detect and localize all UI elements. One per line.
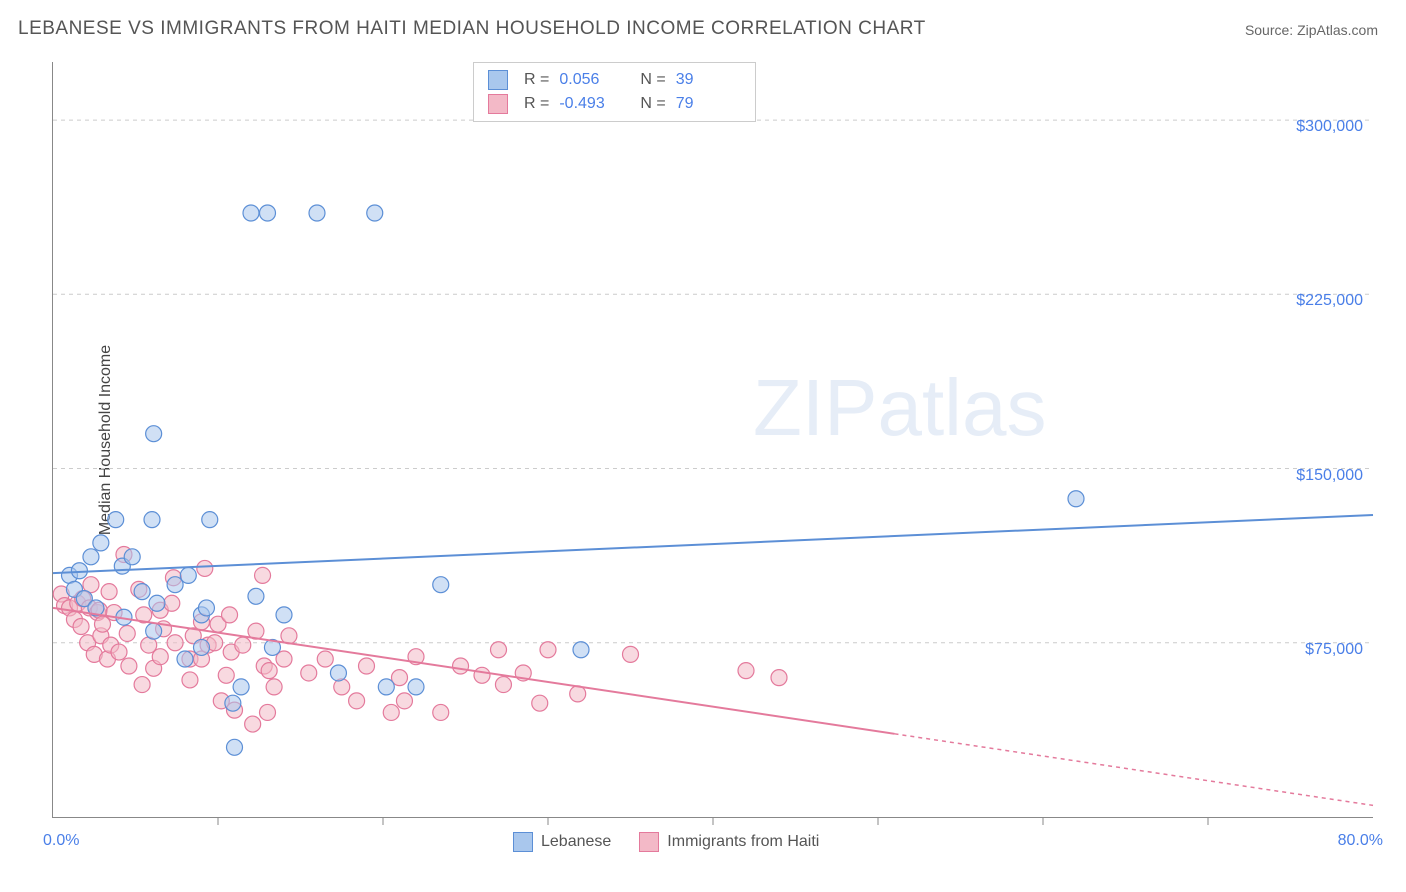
data-point xyxy=(134,584,150,600)
n-label: N = xyxy=(640,95,665,113)
swatch-series2 xyxy=(488,94,508,114)
data-point xyxy=(83,549,99,565)
data-point xyxy=(119,625,135,641)
plot-svg xyxy=(53,62,1373,817)
y-tick-label: $300,000 xyxy=(1263,118,1363,136)
data-point xyxy=(383,704,399,720)
data-point xyxy=(367,205,383,221)
data-point xyxy=(771,670,787,686)
data-point xyxy=(243,205,259,221)
data-point xyxy=(359,658,375,674)
r-value-series2: -0.493 xyxy=(559,95,614,113)
chart-title: LEBANESE VS IMMIGRANTS FROM HAITI MEDIAN… xyxy=(18,18,926,40)
data-point xyxy=(378,679,394,695)
data-point xyxy=(111,644,127,660)
data-point xyxy=(146,623,162,639)
x-axis-max-label: 80.0% xyxy=(1338,832,1383,850)
n-label: N = xyxy=(640,71,665,89)
data-point xyxy=(301,665,317,681)
swatch-series1 xyxy=(488,70,508,90)
trend-line-extrapolated xyxy=(895,734,1374,806)
data-point xyxy=(245,716,261,732)
data-point xyxy=(233,679,249,695)
legend-label-series2: Immigrants from Haiti xyxy=(667,833,819,851)
data-point xyxy=(261,663,277,679)
data-point xyxy=(491,642,507,658)
y-tick-label: $225,000 xyxy=(1263,292,1363,310)
data-point xyxy=(334,679,350,695)
y-tick-label: $75,000 xyxy=(1263,641,1363,659)
stats-row-series2: R = -0.493 N = 79 xyxy=(488,92,741,116)
data-point xyxy=(180,567,196,583)
data-point xyxy=(134,677,150,693)
data-point xyxy=(202,512,218,528)
data-point xyxy=(453,658,469,674)
data-point xyxy=(197,560,213,576)
data-point xyxy=(182,672,198,688)
r-label: R = xyxy=(524,95,549,113)
n-value-series1: 39 xyxy=(676,71,731,89)
data-point xyxy=(194,639,210,655)
data-point xyxy=(540,642,556,658)
data-point xyxy=(73,619,89,635)
data-point xyxy=(227,739,243,755)
plot-area: Median Household Income ZIPatlas $75,000… xyxy=(52,62,1373,818)
data-point xyxy=(309,205,325,221)
data-point xyxy=(144,512,160,528)
data-point xyxy=(260,205,276,221)
x-axis-min-label: 0.0% xyxy=(43,832,79,850)
r-value-series1: 0.056 xyxy=(559,71,614,89)
data-point xyxy=(255,567,271,583)
trend-line xyxy=(53,515,1373,573)
data-point xyxy=(146,426,162,442)
data-point xyxy=(218,667,234,683)
data-point xyxy=(433,577,449,593)
data-point xyxy=(495,677,511,693)
legend-item-series2: Immigrants from Haiti xyxy=(639,832,819,852)
data-point xyxy=(396,693,412,709)
data-point xyxy=(260,704,276,720)
data-point xyxy=(433,704,449,720)
data-point xyxy=(570,686,586,702)
data-point xyxy=(738,663,754,679)
swatch-series2 xyxy=(639,832,659,852)
data-point xyxy=(1068,491,1084,507)
data-point xyxy=(149,595,165,611)
series-legend: Lebanese Immigrants from Haiti xyxy=(513,832,819,852)
stats-legend: R = 0.056 N = 39 R = -0.493 N = 79 xyxy=(473,62,756,122)
data-point xyxy=(408,679,424,695)
data-point xyxy=(573,642,589,658)
trend-line xyxy=(53,608,895,734)
data-point xyxy=(108,512,124,528)
source-attribution: Source: ZipAtlas.com xyxy=(1245,22,1378,38)
legend-item-series1: Lebanese xyxy=(513,832,611,852)
data-point xyxy=(474,667,490,683)
data-point xyxy=(167,635,183,651)
data-point xyxy=(317,651,333,667)
data-point xyxy=(623,646,639,662)
data-point xyxy=(101,584,117,600)
data-point xyxy=(152,649,168,665)
data-point xyxy=(177,651,193,667)
legend-label-series1: Lebanese xyxy=(541,833,611,851)
data-point xyxy=(222,607,238,623)
data-point xyxy=(198,600,214,616)
data-point xyxy=(276,607,292,623)
data-point xyxy=(266,679,282,695)
data-point xyxy=(330,665,346,681)
data-point xyxy=(248,588,264,604)
data-point xyxy=(349,693,365,709)
data-point xyxy=(124,549,140,565)
data-point xyxy=(93,535,109,551)
data-point xyxy=(235,637,251,653)
swatch-series1 xyxy=(513,832,533,852)
y-tick-label: $150,000 xyxy=(1263,467,1363,485)
data-point xyxy=(121,658,137,674)
r-label: R = xyxy=(524,71,549,89)
data-point xyxy=(225,695,241,711)
stats-row-series1: R = 0.056 N = 39 xyxy=(488,68,741,92)
n-value-series2: 79 xyxy=(676,95,731,113)
data-point xyxy=(164,595,180,611)
data-point xyxy=(532,695,548,711)
